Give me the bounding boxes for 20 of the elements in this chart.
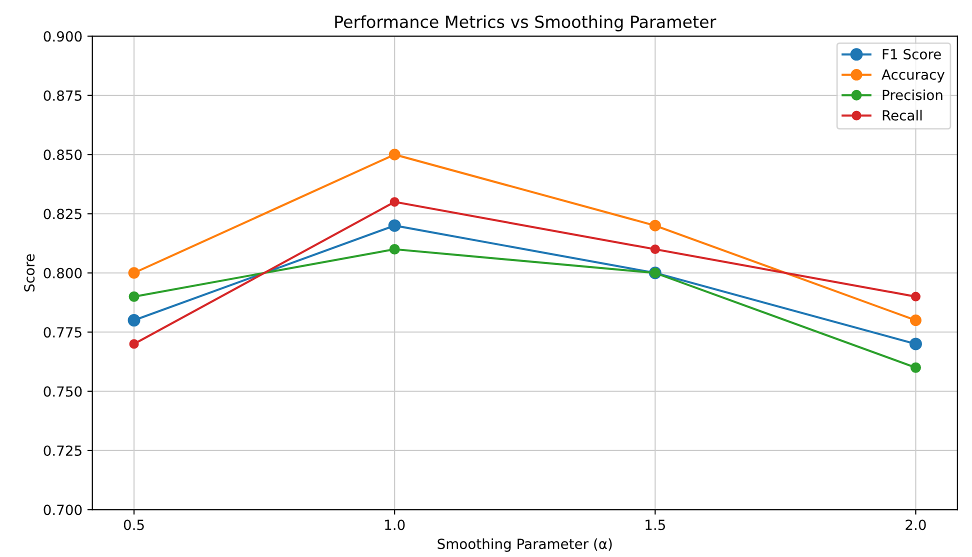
- y-tick-label: 0.875: [44, 90, 82, 101]
- x-axis-title: Smoothing Parameter (α): [438, 538, 612, 552]
- legend-label: Recall: [882, 110, 922, 121]
- y-tick-label: 0.825: [44, 208, 82, 220]
- x-tick-label: 2.0: [906, 520, 926, 530]
- legend-label: Precision: [882, 89, 942, 100]
- y-tick-label: 0.900: [44, 31, 82, 42]
- legend-label: F1 Score: [882, 48, 941, 60]
- chart-title: Performance Metrics vs Smoothing Parameter: [335, 15, 716, 32]
- y-tick-label: 0.800: [44, 268, 82, 278]
- y-tick-label: 0.750: [44, 386, 82, 397]
- x-tick-label: 1.5: [646, 520, 665, 530]
- y-tick-label: 0.850: [44, 150, 82, 160]
- y-axis-title: Score: [24, 254, 35, 292]
- x-tick-label: 0.5: [124, 520, 144, 530]
- y-tick-label: 0.700: [44, 504, 82, 516]
- y-tick-label: 0.725: [44, 445, 82, 456]
- legend-label: Accuracy: [882, 70, 945, 83]
- y-tick-label: 0.775: [44, 327, 82, 338]
- x-tick-label: 1.0: [385, 520, 405, 530]
